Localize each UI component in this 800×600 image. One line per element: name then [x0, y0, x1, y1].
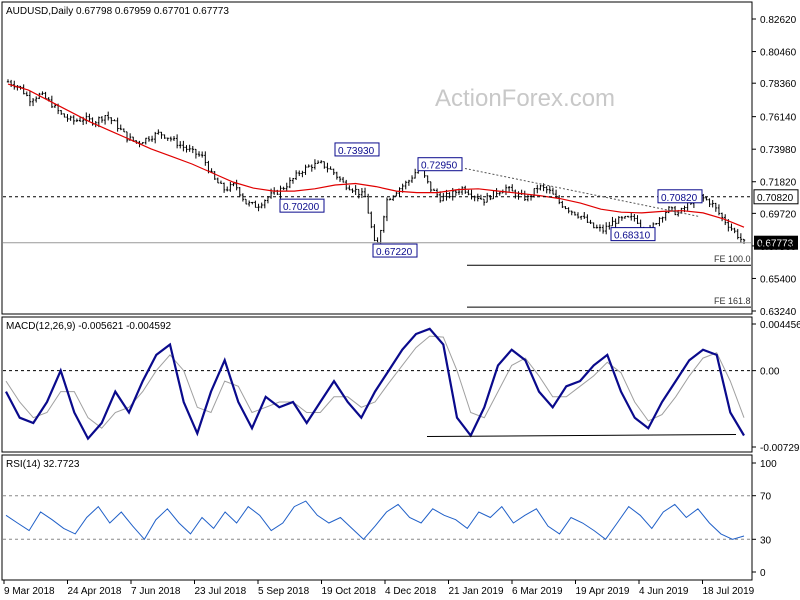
rsi-group: 100 70 30 0 [3, 459, 777, 579]
price-label-text: 0.72950 [421, 161, 458, 172]
macd-title: MACD(12,26,9) -0.005621 -0.004592 [6, 321, 172, 332]
price-panel-frame [1, 1, 753, 315]
fe-100-label: FE 100.0 [714, 254, 751, 264]
symbol-info: AUDUSD,Daily 0.67798 0.67959 0.67701 0.6… [6, 6, 229, 17]
price-label-box [372, 243, 418, 258]
sma-line [7, 83, 745, 228]
price-label-text: 0.73930 [338, 146, 375, 157]
price-y-tick-label: 0.80460 [760, 48, 797, 59]
price-overlays: 0.70820 0.67773 FE 100.0 FE 161.8 0.73930 0.7… [3, 142, 799, 308]
price-label-text: 0.68310 [614, 231, 651, 242]
price-label-text: 0.70820 [661, 193, 698, 204]
price-label-text: 0.67220 [376, 247, 413, 258]
resistance-axis-box [753, 189, 799, 205]
price-y-tick-label: 0.69720 [760, 209, 797, 220]
x-tick-label: 4 Jun 2019 [639, 586, 689, 597]
price-label-box [657, 189, 703, 204]
rsi-title: RSI(14) 32.7723 [6, 459, 80, 470]
price-y-tick-label: 0.73980 [760, 145, 797, 156]
macd-trendline [426, 433, 737, 438]
fe-161-label: FE 161.8 [714, 296, 751, 306]
price-y-tick-label: 0.71820 [760, 178, 797, 189]
price-label-box [417, 157, 463, 172]
x-axis: 9 Mar 2018 24 Apr 2018 7 Jun 2018 23 Jul 20… [3, 580, 755, 597]
x-tick-label: 23 Jul 2018 [195, 586, 247, 597]
resistance-axis-label: 0.70820 [757, 193, 794, 204]
macd-panel-frame [1, 316, 753, 453]
x-tick-label: 19 Oct 2018 [322, 586, 377, 597]
price-y-axis: 0.82620 0.80460 0.78360 0.76140 0.73980 0.718… [752, 15, 797, 318]
rsi-panel-frame [1, 454, 753, 581]
x-tick-label: 7 Jun 2018 [131, 586, 181, 597]
rsi-y-tick-label: 30 [760, 535, 772, 546]
x-tick-label: 6 Mar 2019 [512, 586, 563, 597]
current-price-box [754, 235, 798, 250]
rsi-y-tick-label: 0 [760, 568, 766, 579]
price-y-tick-label: 0.63240 [760, 307, 797, 318]
price-label-text: 0.70200 [283, 202, 320, 213]
x-tick-label: 18 Jul 2019 [703, 586, 755, 597]
rsi-y-tick-label: 100 [760, 459, 777, 470]
macd-y-tick-label: 0.004456 [760, 320, 800, 331]
macd-y-tick-label: -0.007298 [760, 443, 800, 454]
x-tick-label: 4 Dec 2018 [385, 586, 437, 597]
x-tick-label: 5 Sep 2018 [258, 586, 310, 597]
price-y-tick-label: 0.67560 [760, 242, 797, 253]
current-price-label: 0.67773 [757, 239, 794, 250]
rsi-line [5, 500, 745, 541]
x-tick-label: 21 Jan 2019 [449, 586, 504, 597]
macd-y-tick-label: 0.00 [760, 367, 780, 378]
signal-line [5, 335, 745, 429]
price-y-tick-label: 0.76140 [760, 113, 797, 124]
x-tick-label: 24 Apr 2018 [68, 586, 122, 597]
sma-group [7, 83, 745, 228]
x-tick-label: 9 Mar 2018 [4, 586, 55, 597]
price-label-box [610, 227, 656, 242]
rsi-y-tick-label: 70 [760, 492, 772, 503]
watermark: ActionForex.com [435, 85, 615, 112]
macd-group: 0.004456 0.00 -0.007298 [3, 320, 800, 454]
price-y-tick-label: 0.78360 [760, 79, 797, 90]
price-label-box [279, 198, 325, 213]
x-tick-label: 19 Apr 2019 [576, 586, 630, 597]
price-y-tick-label: 0.65400 [760, 274, 797, 285]
price-label-box [334, 142, 380, 157]
candles [6, 79, 746, 245]
price-y-tick-label: 0.82620 [760, 15, 797, 26]
macd-line [5, 327, 745, 441]
